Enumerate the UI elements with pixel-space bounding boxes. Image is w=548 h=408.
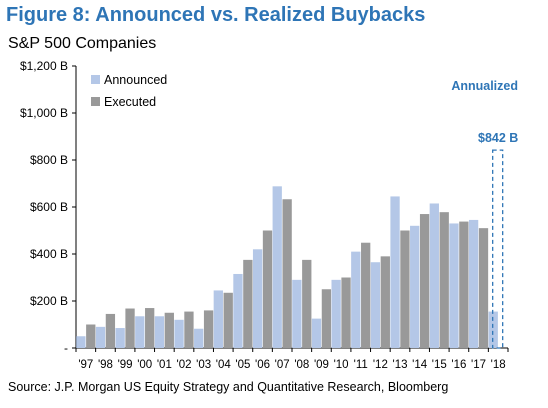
figure-subtitle: S&P 500 Companies: [8, 35, 157, 52]
x-tick-label: '12: [373, 359, 388, 371]
x-tick-label: '10: [334, 359, 349, 371]
y-tick-label: $200 B: [30, 294, 68, 308]
executed-bar-12: [380, 256, 390, 348]
legend-label-executed: Executed: [104, 95, 156, 109]
y-tick-label: $600 B: [30, 200, 68, 214]
legend-label-announced: Announced: [104, 73, 167, 87]
y-tick-label: -: [64, 341, 68, 355]
announced-bar-08: [292, 279, 302, 348]
executed-bar-07: [282, 199, 292, 348]
x-tick-label: '98: [98, 359, 113, 371]
x-tick-label: '09: [314, 359, 329, 371]
announced-bar-09: [311, 318, 322, 348]
executed-bar-97: [86, 324, 96, 348]
executed-bar-02: [184, 311, 194, 348]
executed-bar-15: [439, 212, 449, 348]
executed-bar-99: [125, 308, 135, 348]
announced-bar-05: [233, 273, 243, 348]
executed-bar-04: [223, 292, 233, 348]
source-note: Source: J.P. Morgan US Equity Strategy a…: [8, 380, 449, 394]
x-tick-label: '06: [255, 359, 270, 371]
announced-bar-16: [449, 223, 459, 348]
x-tick-label: '05: [235, 359, 250, 371]
announced-bar-97: [76, 336, 86, 348]
annualized-value-label: $842 B: [478, 131, 518, 145]
executed-bar-17: [478, 228, 489, 348]
x-tick-label: '08: [294, 359, 309, 371]
figure-title: Figure 8: Announced vs. Realized Buyback…: [6, 4, 426, 26]
announced-bar-01: [154, 316, 165, 348]
executed-bar-08: [302, 259, 312, 348]
x-tick-label: '02: [177, 359, 192, 371]
announced-bar-00: [135, 316, 145, 348]
executed-bar-14: [419, 214, 430, 348]
executed-bar-06: [262, 230, 273, 348]
executed-bar-03: [203, 310, 214, 348]
x-tick-label: '97: [78, 359, 93, 371]
executed-bar-00: [145, 308, 155, 348]
y-tick-label: $1,000 B: [20, 106, 68, 120]
x-tick-label: '01: [157, 359, 172, 371]
announced-bar-10: [331, 279, 341, 348]
x-tick-label: '15: [432, 359, 447, 371]
x-tick-label: '13: [393, 359, 408, 371]
executed-bar-13: [400, 230, 410, 348]
y-tick-label: $400 B: [30, 247, 68, 261]
announced-bar-12: [370, 262, 381, 348]
annualized-label: Annualized: [451, 79, 518, 93]
announced-bar-98: [95, 326, 106, 348]
executed-bar-09: [321, 289, 332, 348]
x-tick-label: '18: [491, 359, 506, 371]
x-tick-label: '07: [275, 359, 290, 371]
announced-bar-07: [272, 186, 282, 348]
announced-bar-11: [351, 251, 361, 348]
executed-bar-01: [164, 312, 174, 348]
legend-swatch-announced: [91, 75, 100, 84]
x-tick-label: '16: [451, 359, 466, 371]
announced-bar-14: [410, 225, 420, 348]
announced-bar-03: [194, 328, 204, 348]
executed-bar-10: [341, 277, 351, 348]
announced-bar-15: [429, 203, 439, 348]
legend-swatch-executed: [91, 97, 100, 106]
executed-bar-05: [243, 259, 253, 348]
announced-bar-04: [213, 290, 223, 348]
x-tick-label: '99: [118, 359, 133, 371]
x-tick-label: '11: [354, 359, 368, 371]
announced-bar-18: [488, 311, 498, 348]
announced-bar-13: [390, 196, 400, 348]
y-tick-label: $1,200 B: [20, 59, 68, 73]
x-tick-label: '00: [137, 359, 152, 371]
executed-bar-16: [459, 221, 469, 348]
announced-bar-02: [174, 319, 184, 348]
executed-bar-98: [105, 313, 116, 348]
announced-bar-17: [468, 219, 479, 348]
announced-bar-06: [252, 249, 263, 348]
x-tick-label: '17: [471, 359, 486, 371]
announced-bar-99: [115, 328, 125, 348]
x-tick-label: '03: [196, 359, 211, 371]
annualized-outline-bar: [492, 149, 504, 349]
executed-bar-11: [361, 242, 371, 348]
x-tick-label: '04: [216, 359, 232, 371]
y-tick-label: $800 B: [30, 153, 68, 167]
x-tick-label: '14: [412, 359, 428, 371]
